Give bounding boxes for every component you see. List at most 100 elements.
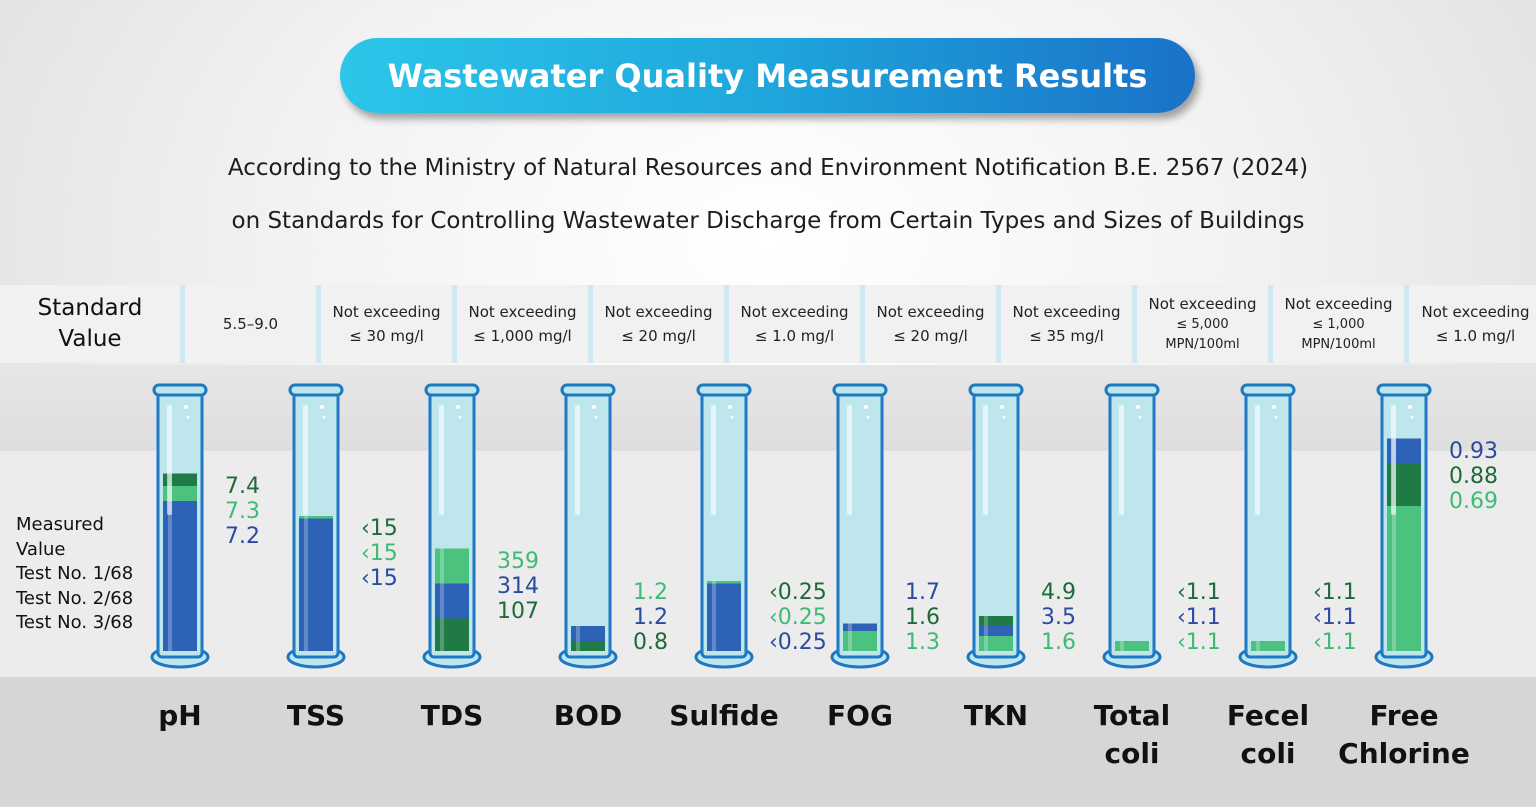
glass-highlight: [439, 405, 444, 515]
parameter-label: FOG: [780, 697, 940, 735]
cylinder-glass: [1108, 387, 1156, 659]
glass-bubble: [1138, 415, 1142, 419]
glass-highlight: [1119, 405, 1124, 515]
graduated-cylinder: [966, 383, 1026, 669]
standard-text: Not exceeding: [468, 303, 577, 321]
subtitle-line-2: on Standards for Controlling Wastewater …: [231, 208, 1305, 234]
measured-header-line: Value: [16, 538, 66, 560]
fill-layer: [571, 626, 605, 641]
cylinder-rim: [832, 383, 888, 397]
standard-text: ≤ 1,000 mg/l: [473, 327, 572, 345]
test-2-value: 3.5: [1041, 605, 1076, 630]
test-3-label: Test No. 3/68: [16, 612, 134, 633]
glass-bubble: [1136, 405, 1140, 409]
fill-layer: [843, 623, 877, 631]
standard-text: Not exceeding: [1012, 303, 1121, 321]
standard-cell: Not exceeding ≤ 1.0 mg/l: [1404, 285, 1536, 363]
parameter-name: Free: [1369, 699, 1439, 732]
test-1-label: Test No. 1/68: [16, 563, 134, 584]
test-3-value: 107: [497, 598, 539, 624]
measured-header-line: Measured: [16, 514, 104, 535]
subtitle-line-1: According to the Ministry of Natural Res…: [227, 155, 1309, 181]
standard-cell: Not exceeding ≤ 30 mg/l: [316, 285, 452, 363]
graduated-cylinder: [422, 383, 482, 669]
standard-cell: Not exceeding ≤ 20 mg/l: [860, 285, 996, 363]
standard-value-row: Standard Value 5.5–9.0 Not exceeding ≤ 30 …: [0, 285, 1536, 363]
standard-text: Not exceeding: [604, 303, 713, 321]
glass-highlight: [303, 405, 308, 515]
test-2-value: 7.3: [225, 498, 260, 524]
test-2-value: 0.88: [1449, 463, 1498, 489]
fill-layer: [1115, 641, 1149, 651]
parameter-label: BOD: [508, 697, 668, 735]
standard-text: Not exceeding: [740, 303, 849, 321]
parameter-label: Free Chlorine: [1324, 697, 1484, 773]
standard-text: ≤ 20 mg/l: [893, 327, 968, 345]
standard-text: Not exceeding: [1148, 295, 1257, 313]
parameter-label: Sulfide: [644, 697, 804, 735]
fill-layer: [843, 631, 877, 651]
parameter-name: BOD: [553, 699, 623, 732]
standard-cell: Not exceeding ≤ 20 mg/l: [588, 285, 724, 363]
test-1-value: 4.9: [1041, 580, 1076, 605]
test-3-value: 1.3: [905, 630, 940, 655]
cylinder-rim: [1240, 383, 1296, 397]
test-1-value: 0.93: [1449, 438, 1498, 464]
test-1-value: 7.4: [225, 473, 260, 499]
standard-text: Not exceeding: [1421, 303, 1530, 321]
glass-bubble: [184, 405, 188, 409]
measured-values: 1.2 1.2 0.8: [633, 580, 668, 655]
graduated-cylinder: [1374, 383, 1434, 669]
glass-highlight: [711, 405, 716, 515]
cylinder-rim: [424, 383, 480, 397]
parameter-name: coli: [1240, 737, 1296, 770]
glass-bubble: [1000, 405, 1004, 409]
standard-value-header: Standard Value: [0, 285, 180, 363]
test-2-value: ‹1.1: [1313, 605, 1357, 630]
test-2-value: 1.6: [905, 605, 940, 630]
title-banner: Wastewater Quality Measurement Results: [340, 38, 1195, 113]
parameter-name: coli: [1104, 737, 1160, 770]
glass-bubble: [1410, 415, 1414, 419]
glass-bubble: [322, 415, 326, 419]
graduated-cylinder: [286, 383, 346, 669]
test-1-value: ‹15: [361, 516, 398, 541]
standard-header-line: Value: [58, 326, 122, 352]
fill-layer: [979, 626, 1013, 636]
fill-layer: [163, 501, 197, 651]
standard-text: ≤ 30 mg/l: [349, 327, 424, 345]
glass-bubble: [592, 405, 596, 409]
glass-highlight: [575, 405, 580, 515]
parameter-name: Sulfide: [669, 699, 779, 732]
glass-bubble: [866, 415, 870, 419]
graduated-cylinder: [1102, 383, 1162, 669]
cylinder-rim: [560, 383, 616, 397]
cylinder-rim: [288, 383, 344, 397]
fill-layer: [435, 548, 469, 584]
measured-values: ‹15 ‹15 ‹15: [361, 516, 398, 591]
test-2-value: 314: [497, 573, 539, 599]
test-3-value: ‹0.25: [769, 630, 827, 655]
liquid-highlight: [304, 516, 308, 651]
test-3-value: 0.8: [633, 630, 668, 655]
cylinder-rim: [696, 383, 752, 397]
test-2-value: ‹15: [361, 541, 398, 566]
liquid-highlight: [1256, 641, 1260, 651]
graduated-cylinder: [558, 383, 618, 669]
parameter-name: Chlorine: [1338, 737, 1470, 770]
parameter-label: TDS: [372, 697, 532, 735]
parameter-name: Total: [1093, 699, 1171, 732]
test-1-value: ‹0.25: [769, 580, 827, 605]
measured-values: 1.7 1.6 1.3: [905, 580, 940, 655]
fill-layer: [435, 618, 469, 651]
measured-values: 4.9 3.5 1.6: [1041, 580, 1076, 655]
standard-cell: Not exceeding ≤ 1,000 mg/l: [452, 285, 588, 363]
standard-text: Not exceeding: [332, 303, 441, 321]
test-2-value: ‹0.25: [769, 605, 827, 630]
fill-layer: [979, 616, 1013, 626]
parameter-label: Total coli: [1052, 697, 1212, 773]
glass-bubble: [1002, 415, 1006, 419]
fill-layer: [299, 516, 333, 519]
glass-bubble: [728, 405, 732, 409]
test-3-value: ‹1.1: [1177, 630, 1221, 655]
